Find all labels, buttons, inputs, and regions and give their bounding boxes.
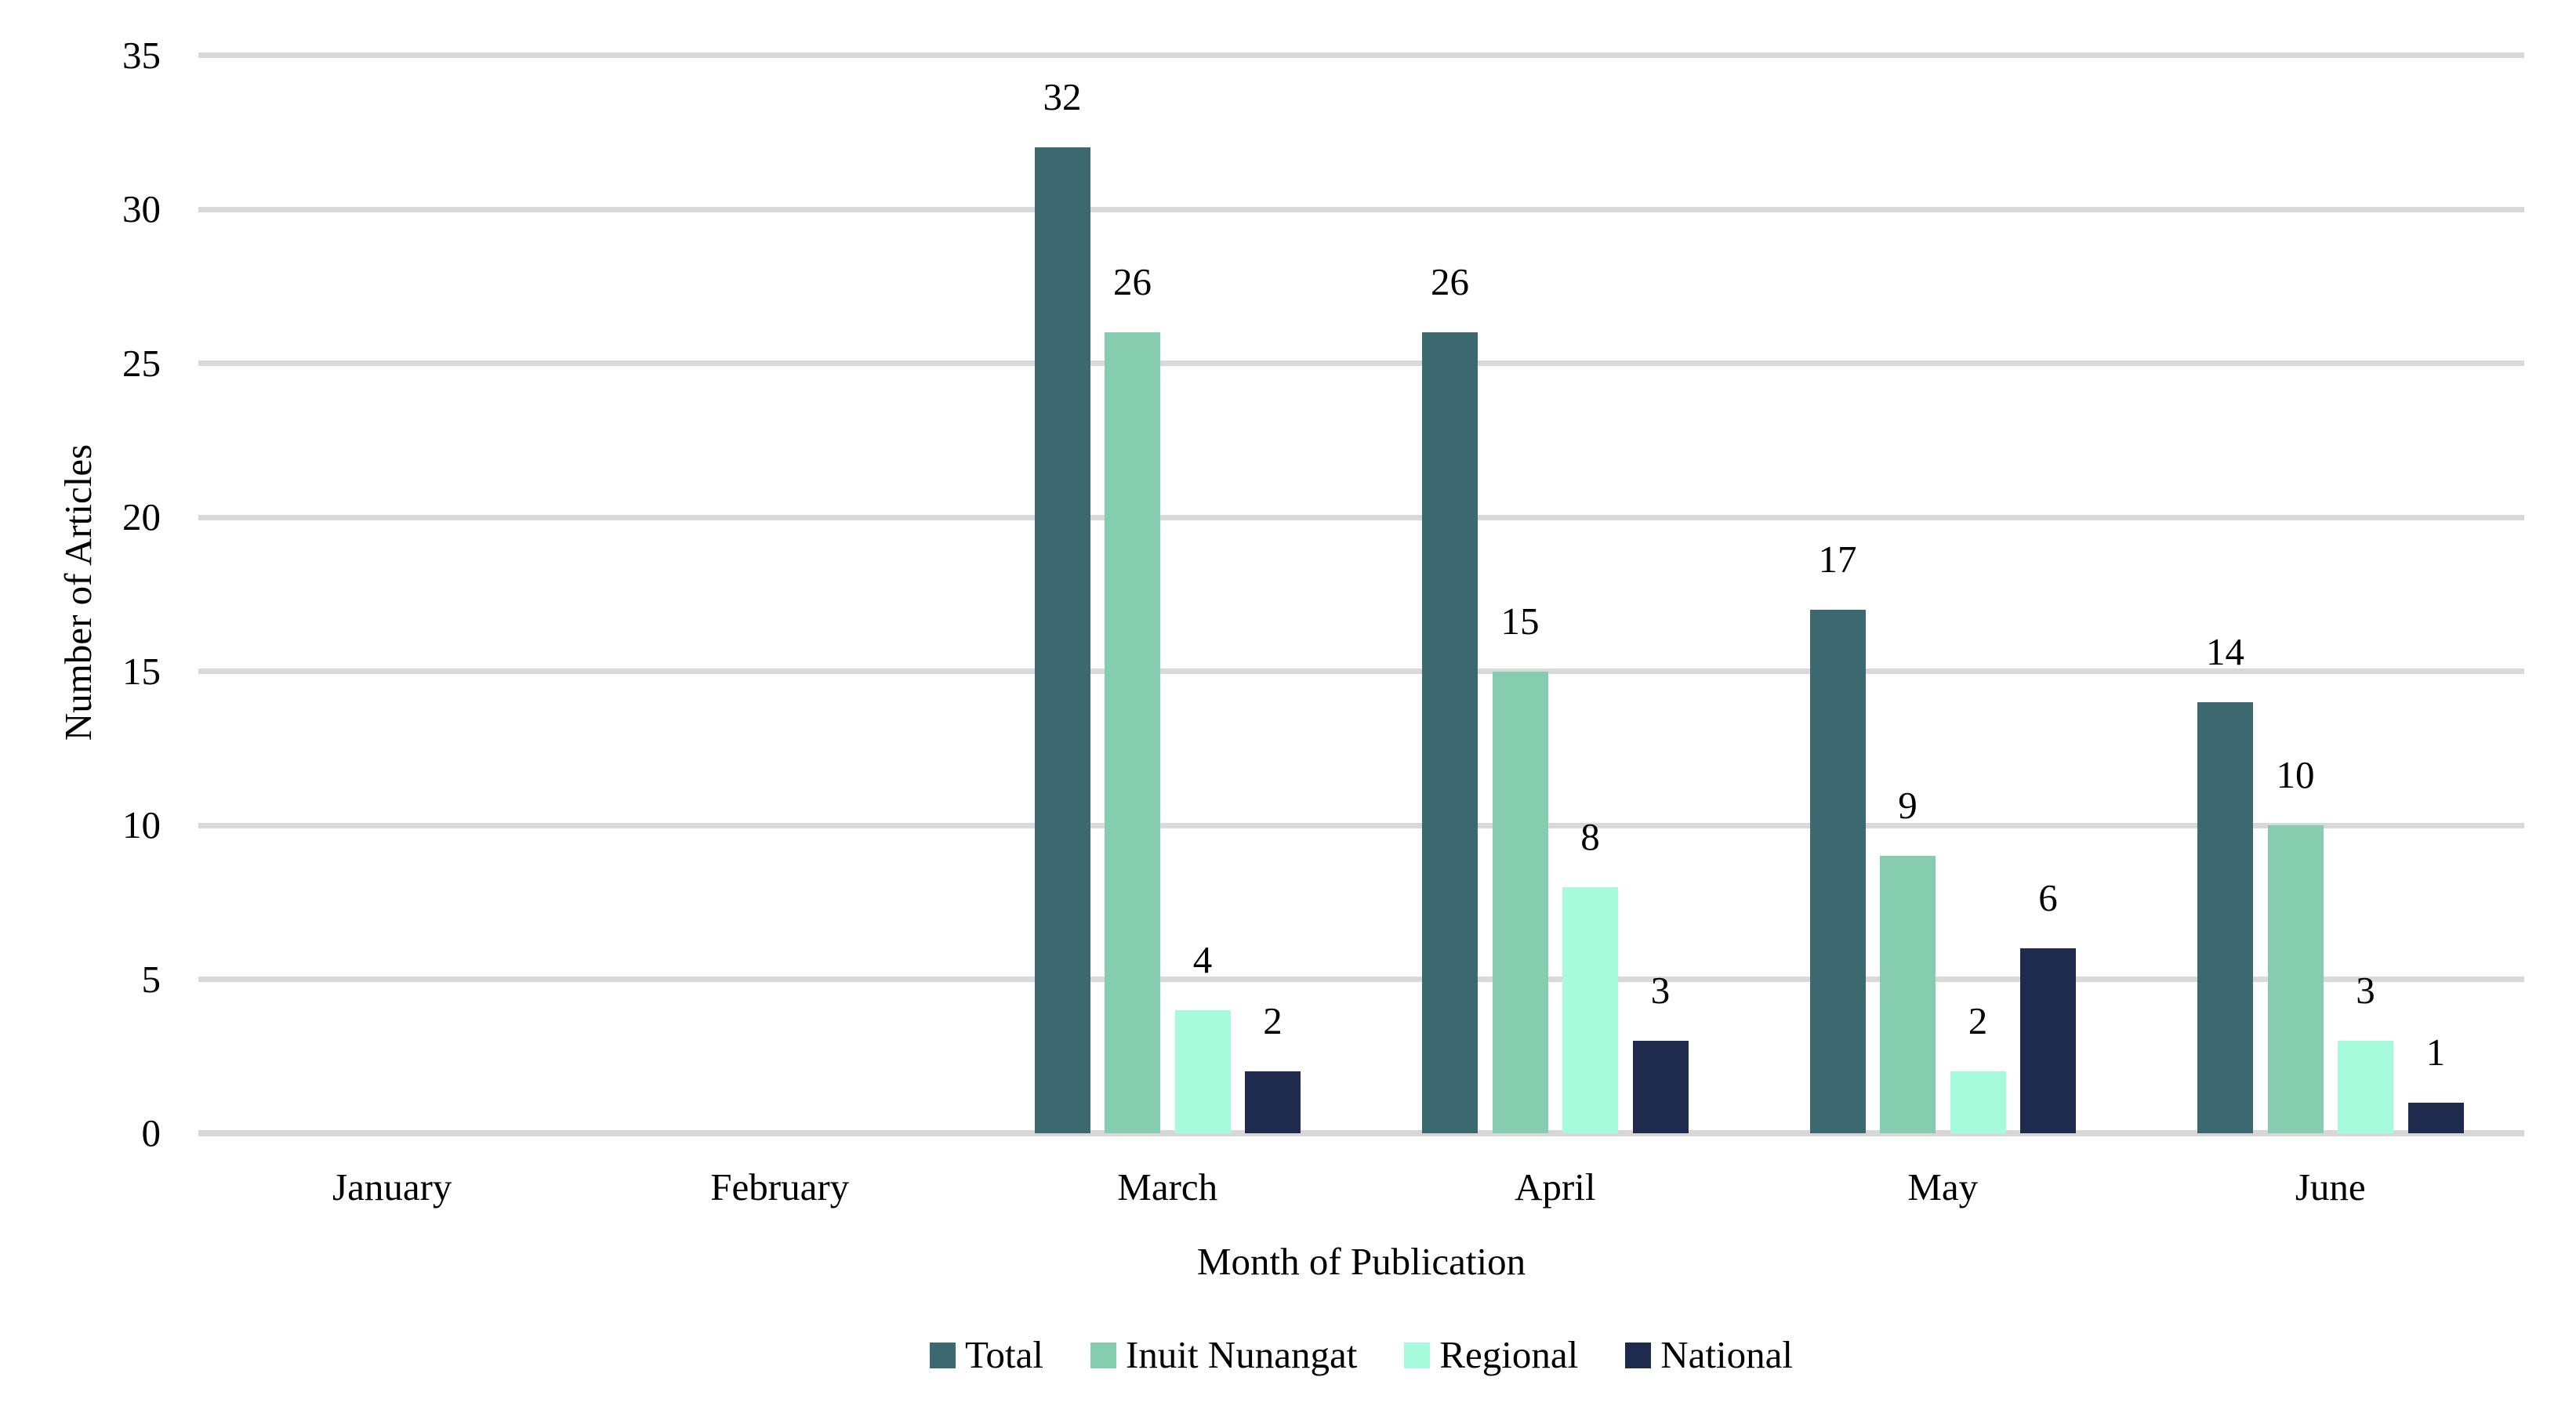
x-tick-label-march: March [1117, 1165, 1218, 1209]
bar-value-label-national-june: 1 [2425, 1030, 2446, 1074]
bar-inuit-nunangat-april [1492, 671, 1548, 1133]
legend: Total Inuit Nunangat Regional National [198, 1332, 2524, 1378]
bar-total-june [2197, 701, 2253, 1133]
bar-total-march [1034, 147, 1090, 1133]
bar-value-label-inuit-nunangat-june: 10 [2276, 753, 2315, 796]
y-tick-label-15: 15 [122, 649, 161, 693]
bar-value-label-regional-april: 8 [1580, 814, 1600, 858]
y-tick-label-35: 35 [122, 33, 161, 77]
x-tick-label-june: June [2295, 1165, 2366, 1209]
bar-value-label-total-march: 32 [1043, 75, 1082, 119]
y-tick-label-10: 10 [122, 803, 161, 846]
legend-marker-national [1625, 1342, 1652, 1368]
bar-value-label-regional-march: 4 [1192, 937, 1213, 981]
bar-regional-june [2338, 1041, 2393, 1133]
legend-label-regional: Regional [1439, 1333, 1579, 1376]
y-tick-label-25: 25 [122, 341, 161, 385]
x-tick-label-january: January [332, 1165, 452, 1209]
bar-regional-march [1174, 1009, 1231, 1133]
y-tick-label-20: 20 [122, 495, 161, 538]
legend-marker-total [930, 1342, 956, 1368]
bar-regional-april [1562, 886, 1618, 1133]
bar-value-label-national-may: 6 [2038, 876, 2058, 920]
bar-value-label-inuit-nunangat-may: 9 [1898, 784, 1917, 828]
legend-label-total: Total [965, 1333, 1044, 1376]
bar-value-label-total-june: 14 [2206, 629, 2244, 673]
bar-inuit-nunangat-june [2267, 825, 2324, 1133]
y-tick-label-5: 5 [141, 957, 161, 1001]
bar-national-april [1632, 1041, 1689, 1133]
gridline-15 [198, 669, 2524, 674]
gridline-25 [198, 361, 2524, 366]
x-tick-label-february: February [710, 1165, 850, 1209]
legend-marker-regional [1404, 1342, 1431, 1368]
bar-national-may [2020, 948, 2076, 1133]
bar-value-label-regional-may: 2 [1968, 999, 1988, 1043]
bar-national-march [1245, 1071, 1301, 1133]
bar-total-april [1422, 332, 1478, 1133]
bar-value-label-inuit-nunangat-april: 15 [1500, 599, 1540, 643]
legend-marker-inuit-nunangat [1090, 1342, 1117, 1368]
gridline-35 [198, 53, 2524, 58]
x-tick-label-may: May [1907, 1165, 1979, 1209]
y-axis-title: Number of Articles [56, 444, 100, 741]
bar-value-label-inuit-nunangat-march: 26 [1113, 260, 1152, 304]
bar-national-june [2407, 1102, 2464, 1133]
y-tick-label-30: 30 [122, 187, 161, 230]
bar-value-label-national-march: 2 [1263, 999, 1283, 1043]
gridline-10 [198, 822, 2524, 828]
y-tick-label-0: 0 [141, 1111, 161, 1154]
bar-value-label-national-april: 3 [1650, 969, 1671, 1013]
bar-regional-may [1950, 1071, 2006, 1133]
bar-value-label-total-may: 17 [1818, 537, 1857, 581]
gridline-20 [198, 514, 2524, 520]
gridline-5 [198, 977, 2524, 982]
bar-inuit-nunangat-may [1880, 856, 1936, 1133]
legend-label-national: National [1660, 1333, 1793, 1376]
legend-item-regional: Regional [1404, 1332, 1578, 1378]
legend-item-total: Total [930, 1332, 1043, 1378]
legend-label-inuit-nunangat: Inuit Nunangat [1126, 1333, 1358, 1376]
x-axis-title: Month of Publication [1196, 1240, 1526, 1283]
bar-value-label-total-april: 26 [1431, 260, 1469, 304]
bar-inuit-nunangat-march [1105, 332, 1160, 1133]
bar-total-may [1809, 609, 1866, 1133]
legend-item-national: National [1625, 1332, 1793, 1378]
x-tick-label-april: April [1515, 1165, 1596, 1209]
x-axis-line [198, 1130, 2524, 1136]
legend-item-inuit-nunangat: Inuit Nunangat [1090, 1332, 1357, 1378]
bar-value-label-regional-june: 3 [2356, 969, 2375, 1013]
gridline-30 [198, 206, 2524, 212]
